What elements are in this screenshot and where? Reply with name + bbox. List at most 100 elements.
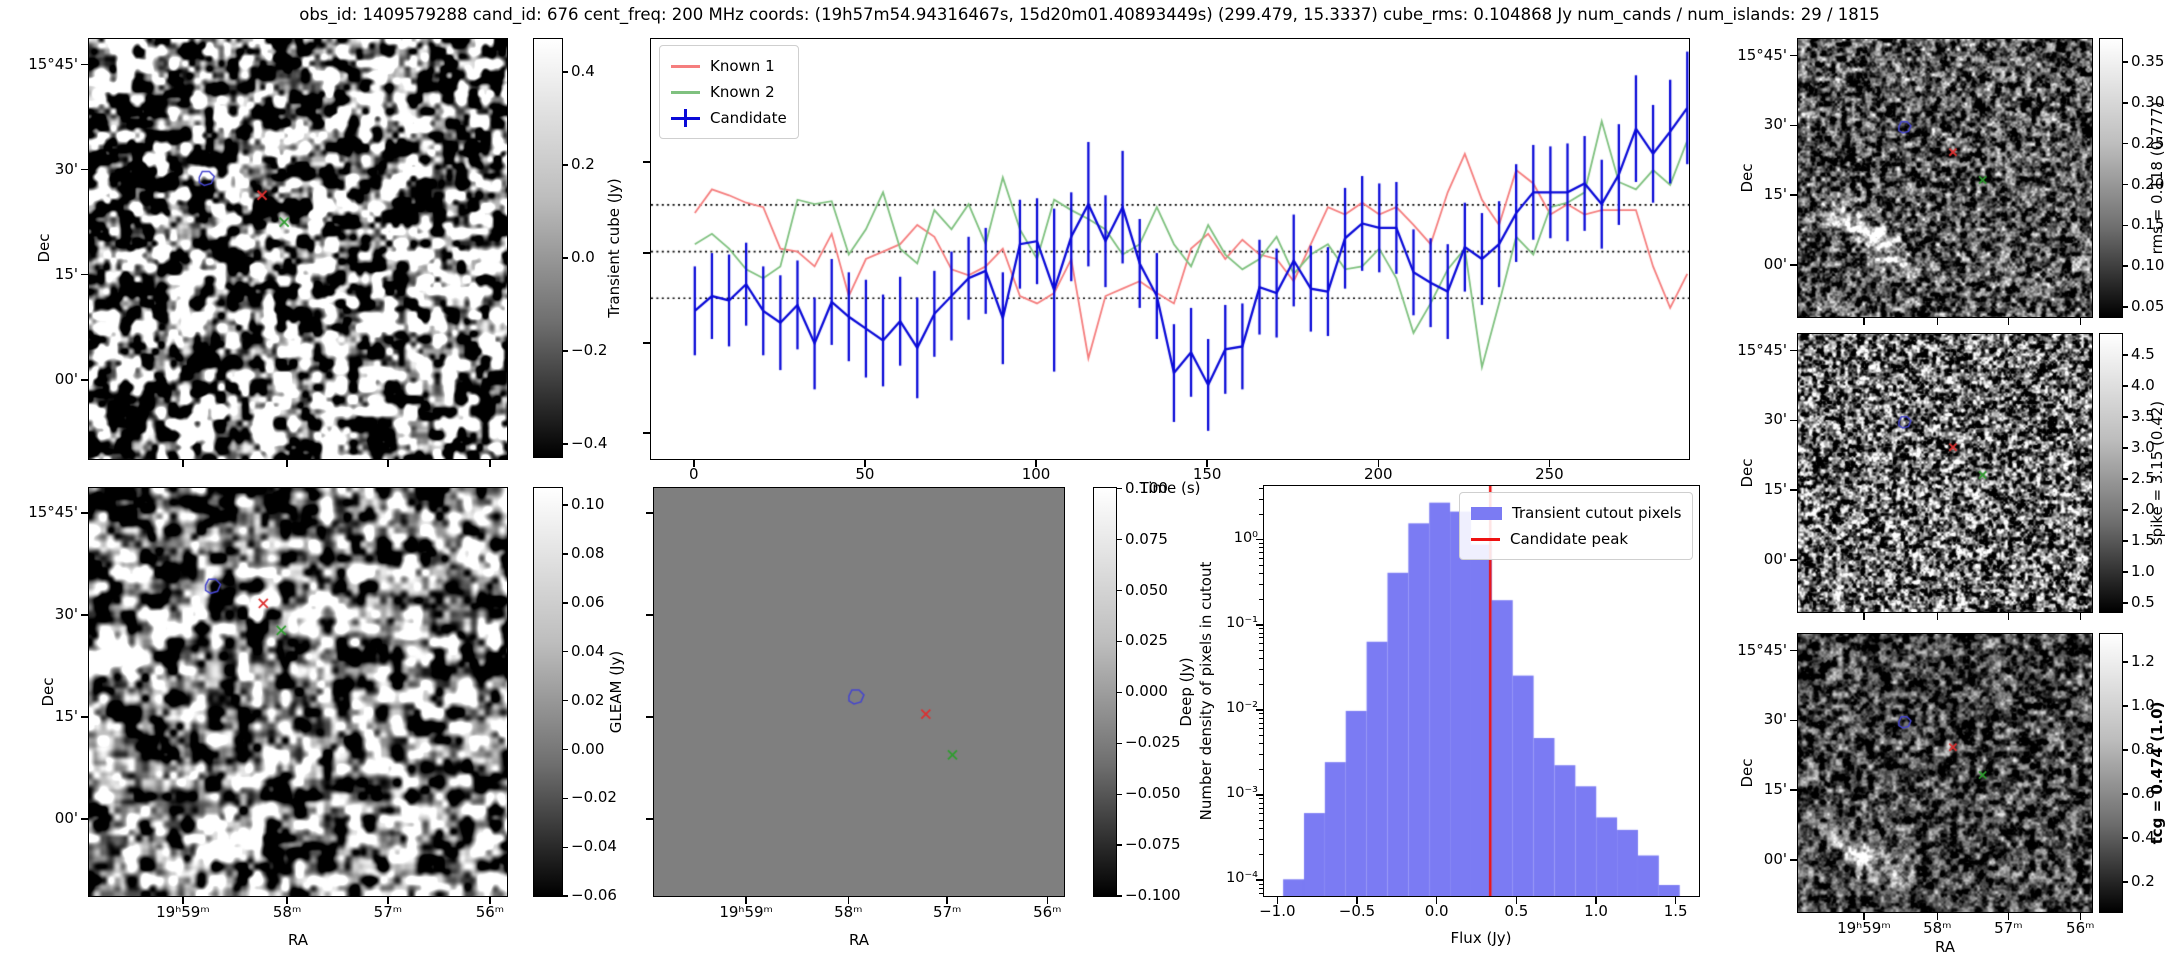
tick-mark (1863, 318, 1865, 325)
tick-mark (2079, 318, 2082, 325)
tick-mark (387, 897, 389, 904)
tick-label: 2.0 (2131, 499, 2155, 518)
tick-mark (1936, 318, 1939, 325)
tick-mark (1790, 649, 1797, 652)
tick-mark (2123, 416, 2128, 418)
tick-label: −0.2 (571, 341, 608, 360)
tick-mark (563, 257, 568, 259)
tick-mark (563, 350, 568, 352)
tick-mark (946, 897, 948, 904)
tick-mark (81, 614, 88, 616)
tick-label: 30' (1763, 710, 1787, 729)
tcg-cutout-image (1798, 634, 2092, 912)
tick-mark (1377, 460, 1380, 467)
tick-label: 57ᵐ (932, 903, 962, 921)
tick-mark (1117, 742, 1122, 745)
tick-label: 0 (689, 465, 699, 483)
tick-mark (2123, 354, 2128, 356)
tick-mark (1117, 538, 1122, 541)
tick-mark (286, 460, 288, 467)
tick-mark (1259, 573, 1263, 575)
tick-mark (2123, 661, 2128, 663)
tick-mark (563, 846, 568, 849)
known2-line-swatch (671, 90, 700, 94)
tick-mark (1259, 637, 1263, 639)
tick-label: −0.075 (1125, 835, 1181, 854)
tick-label: 0.4 (2131, 827, 2155, 846)
tick-mark (286, 897, 288, 904)
colorbar-rms (2099, 38, 2123, 318)
tick-mark (81, 273, 88, 276)
tick-label: 250 (1535, 465, 1564, 483)
candidate-peak-label: Candidate peak (1510, 530, 1629, 548)
tick-mark (1936, 913, 1939, 920)
tick-label: 57ᵐ (373, 903, 403, 921)
tick-mark (1046, 897, 1049, 904)
tick-mark (81, 168, 88, 171)
tick-label: 58ᵐ (272, 903, 302, 921)
candidate-errorbar-swatch (671, 109, 700, 127)
colorbar-spike (2099, 333, 2123, 613)
tick-label: −1.0 (1259, 902, 1296, 920)
tick-mark (1936, 613, 1939, 620)
tick-mark (563, 602, 568, 604)
tick-label: 0.35 (2131, 52, 2165, 71)
deep-cutout-image (654, 488, 1064, 896)
ra-axis-label-tcg: RA (1934, 938, 1956, 956)
tick-mark (2123, 602, 2128, 604)
cutout-pixels-patch-swatch (1471, 506, 1502, 520)
tick-label: 30' (54, 159, 78, 178)
tick-label: 00' (54, 809, 78, 828)
tick-label: 15°45' (1737, 640, 1787, 659)
tick-mark (1117, 589, 1122, 592)
panel-transient-cutout (88, 38, 508, 460)
tick-label: 200 (1363, 465, 1393, 483)
tick-mark (1117, 691, 1122, 694)
cutout-pixels-label: Transient cutout pixels (1512, 504, 1682, 522)
tick-label: 0.06 (571, 592, 605, 611)
tick-mark (693, 460, 695, 467)
flux-axis-label: Flux (Jy) (1450, 929, 1512, 947)
tick-mark (1790, 194, 1797, 196)
tick-label: 0.30 (2131, 92, 2165, 111)
tick-mark (1259, 558, 1263, 560)
tick-label: −0.100 (1125, 886, 1181, 905)
tick-mark (646, 614, 653, 616)
tick-mark (182, 460, 184, 467)
tick-mark (1790, 489, 1797, 491)
tick-label: 0.0 (571, 248, 595, 267)
tick-mark (2123, 265, 2128, 267)
tick-label: 30' (54, 604, 78, 623)
tick-label: 0.05 (2131, 297, 2165, 316)
legend-item-known1: Known 1 (671, 53, 787, 79)
tick-label: 30' (1763, 410, 1787, 429)
panel-spike-cutout (1797, 333, 2093, 613)
colorbar-gleam (533, 487, 563, 897)
tick-label: 10⁻³ (1226, 785, 1258, 801)
tick-mark (2007, 318, 2010, 325)
tick-mark (1117, 844, 1122, 846)
tick-mark (1259, 513, 1263, 515)
tick-mark (1259, 820, 1263, 822)
tick-label: 15°45' (28, 502, 78, 521)
tick-label: 00' (1763, 849, 1787, 868)
tick-label: 0.20 (2131, 174, 2165, 193)
tick-label: 1.0 (1584, 902, 1608, 920)
tick-label: −0.02 (571, 788, 617, 807)
tick-mark (1117, 895, 1122, 897)
tick-label: 15°45' (1737, 340, 1787, 359)
tick-mark (2123, 837, 2128, 839)
tick-mark (1790, 719, 1797, 722)
tick-mark (1117, 640, 1122, 643)
tick-mark (643, 432, 650, 434)
panel-lightcurve (650, 38, 1690, 460)
tick-mark (1259, 892, 1263, 894)
tick-mark (2123, 540, 2128, 542)
tick-mark (563, 71, 568, 73)
tick-mark (1515, 897, 1518, 904)
tick-label: 19ʰ59ᵐ (156, 903, 210, 921)
tick-label: 58ᵐ (1923, 919, 1952, 937)
tick-mark (1259, 498, 1263, 500)
tick-mark (864, 460, 866, 467)
tick-mark (563, 699, 568, 702)
